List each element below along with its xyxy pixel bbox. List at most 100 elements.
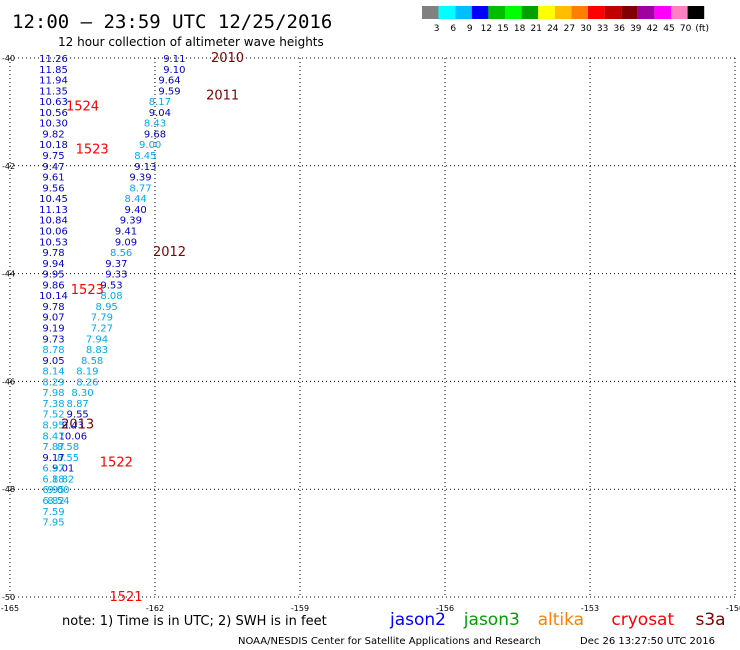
- wave-height-label: 9.17: [42, 453, 64, 464]
- colorbar-swatch: [505, 6, 522, 19]
- colorbar-label: 18: [514, 24, 526, 34]
- time-label: 1524: [66, 100, 99, 115]
- wave-height-label: 7.98: [42, 388, 64, 399]
- wave-height-label: 9.33: [105, 270, 127, 281]
- colorbar-label: 36: [613, 24, 625, 34]
- wave-height-label: 9.05: [42, 356, 64, 367]
- x-tick-label: -150: [726, 604, 740, 613]
- colorbar-label: 12: [481, 24, 492, 34]
- wave-height-label: 11.13: [39, 205, 68, 216]
- wave-height-label: 8.83: [86, 345, 108, 356]
- wave-height-label: 8.14: [42, 367, 64, 378]
- y-tick-label: -50: [2, 593, 15, 602]
- wave-height-label: 9.07: [42, 313, 64, 324]
- colorbar-label: 45: [663, 24, 674, 34]
- colorbar-label: 15: [497, 24, 508, 34]
- time-label: 1523: [71, 283, 104, 298]
- colorbar-swatch: [571, 6, 588, 19]
- wave-height-label: 7.27: [91, 324, 113, 335]
- wave-height-points: 9.119.109.649.598.179.048.439.689.008.45…: [39, 54, 185, 529]
- wave-height-label: 9.73: [42, 334, 64, 345]
- wave-height-label: 6.82: [42, 496, 64, 507]
- legend-jason2: jason2: [389, 610, 446, 630]
- legend-jason3: jason3: [463, 610, 520, 630]
- colorbar-label: 30: [580, 24, 592, 34]
- satellite-legend: jason2 jason3 altika cryosat s3a: [389, 610, 726, 630]
- legend-cryosat: cryosat: [611, 610, 674, 630]
- colorbar-label: 27: [564, 24, 575, 34]
- wave-height-label: 8.78: [42, 345, 64, 356]
- wave-height-label: 7.52: [42, 410, 64, 421]
- wave-height-label: 9.09: [115, 237, 137, 248]
- colorbar-swatch: [671, 6, 688, 19]
- x-tick-label: -165: [1, 604, 19, 613]
- y-tick-label: -44: [2, 270, 15, 279]
- grid: [9, 57, 736, 598]
- wave-height-label: 8.19: [76, 367, 98, 378]
- wave-height-label: 8.29: [42, 377, 64, 388]
- x-tick-label: -156: [436, 604, 454, 613]
- legend-s3a: s3a: [696, 610, 726, 630]
- wave-height-label: 9.40: [125, 205, 147, 216]
- colorbar-label: (ft): [695, 24, 709, 34]
- colorbar-swatch: [471, 6, 489, 19]
- wave-height-label: 8.82: [52, 474, 74, 485]
- wave-height-label: 9.78: [42, 248, 64, 259]
- colorbar-swatch: [422, 6, 439, 19]
- wave-height-label: 10.18: [39, 140, 68, 151]
- colorbar-label: 39: [630, 24, 642, 34]
- colorbar-label: 21: [530, 24, 541, 34]
- wave-height-label: 6.95: [42, 485, 64, 496]
- wave-height-label: 10.06: [39, 226, 68, 237]
- wave-height-label: 9.95: [42, 270, 64, 281]
- time-label: 2013: [61, 418, 94, 433]
- wave-height-label: 9.39: [120, 216, 142, 227]
- wave-height-label: 8.43: [144, 119, 166, 130]
- time-label: 2012: [153, 245, 186, 260]
- wave-height-label: 9.59: [158, 86, 180, 97]
- wave-height-label: 7.79: [91, 313, 113, 324]
- wave-height-label: 10.84: [39, 216, 68, 227]
- wave-height-label: 9.61: [42, 173, 64, 184]
- wave-height-label: 9.78: [42, 302, 64, 313]
- colorbar-swatch: [621, 6, 638, 19]
- chart-title: 12:00 – 23:59 UTC 12/25/2016: [12, 11, 332, 33]
- wave-height-label: 8.58: [81, 356, 103, 367]
- wave-height-label: 10.56: [39, 108, 68, 119]
- wave-height-label: 9.11: [163, 54, 185, 65]
- colorbar-label: 9: [467, 24, 473, 34]
- wave-height-label: 9.04: [149, 108, 171, 119]
- wave-height-label: 8.87: [67, 399, 89, 410]
- wave-height-label: 9.10: [163, 65, 185, 76]
- colorbar-swatch: [554, 6, 572, 19]
- colorbar-label: 24: [547, 24, 559, 34]
- wave-height-label: 8.95: [42, 421, 64, 432]
- colorbar-label: 70: [680, 24, 692, 34]
- wave-height-label: 6.37: [42, 464, 64, 475]
- wave-height-label: 8.26: [76, 377, 98, 388]
- wave-height-label: 8.54: [47, 496, 69, 507]
- wave-height-label: 9.19: [42, 324, 64, 335]
- time-label: 1521: [109, 590, 142, 605]
- wave-height-label: 7.94: [86, 334, 108, 345]
- wave-height-label: 8.44: [125, 194, 147, 205]
- y-tick-label: -48: [2, 485, 15, 494]
- wave-height-label: 9.55: [67, 410, 89, 421]
- wave-height-label: 9.86: [42, 280, 64, 291]
- wave-height-label: 9.37: [105, 259, 127, 270]
- colorbar-swatch: [687, 6, 705, 19]
- wave-height-label: 10.30: [39, 119, 68, 130]
- wave-height-label: 10.45: [39, 194, 68, 205]
- time-label: 1522: [100, 455, 133, 470]
- wave-height-label: 9.56: [42, 183, 64, 194]
- colorbar-swatch: [455, 6, 472, 19]
- colorbar-swatch: [604, 6, 622, 19]
- wave-height-label: 9.00: [139, 140, 161, 151]
- wave-height-label: 8.47: [42, 431, 64, 442]
- time-label: 2011: [206, 89, 239, 104]
- colorbar-label: 6: [450, 24, 456, 34]
- wave-height-label: 8.17: [149, 97, 171, 108]
- wave-height-label: 9.13: [134, 162, 156, 173]
- colorbar-swatch: [521, 6, 539, 19]
- wave-height-label: 7.95: [42, 518, 64, 529]
